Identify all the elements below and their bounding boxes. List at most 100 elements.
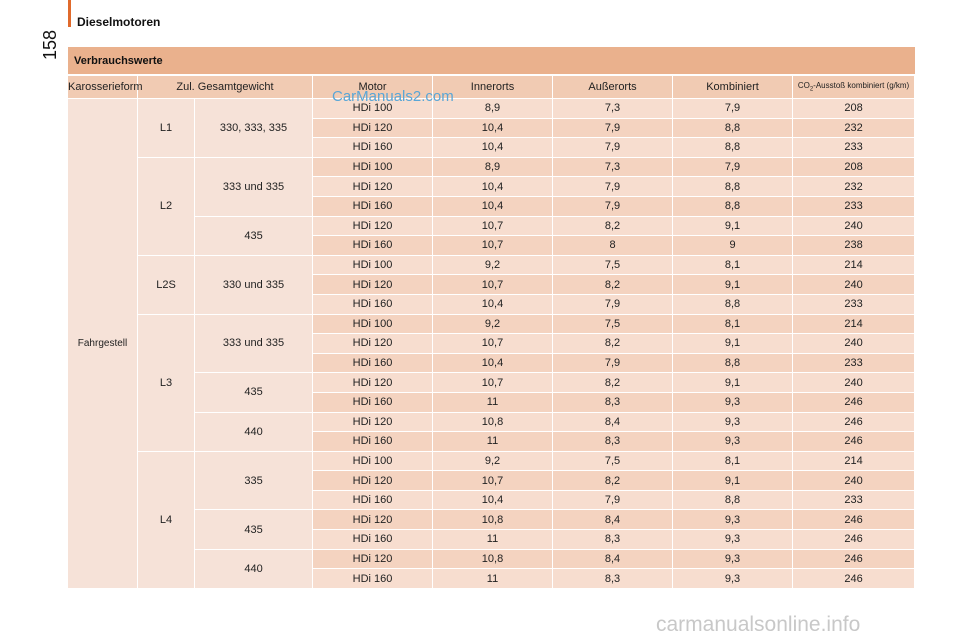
kombiniert-cell: 9,1 (673, 216, 794, 237)
motor-cell: HDi 120 (313, 177, 434, 197)
innerorts-cell: 10,8 (433, 510, 554, 531)
co2-cell: 240 (793, 471, 916, 491)
motor-cell: HDi 160 (313, 196, 434, 217)
co2-cell: 246 (793, 392, 916, 413)
co2-cell: 240 (793, 334, 916, 354)
innerorts-cell: 8,9 (433, 99, 554, 119)
kombiniert-cell: 8,8 (673, 490, 794, 511)
innerorts-cell: 10,4 (433, 294, 554, 315)
kombiniert-cell: 9,3 (673, 392, 794, 413)
innerorts-cell: 10,7 (433, 216, 554, 237)
ausserorts-cell: 7,9 (553, 138, 674, 158)
table-row: HDi 160 10,4 7,9 8,8 233 (68, 138, 916, 158)
motor-cell: HDi 100 (313, 314, 434, 335)
ausserorts-cell: 8,2 (553, 275, 674, 295)
co2-cell: 240 (793, 275, 916, 295)
motor-cell: HDi 120 (313, 412, 434, 433)
weight-cell: 335 (195, 451, 314, 511)
innerorts-cell: 11 (433, 432, 554, 452)
innerorts-cell: 10,7 (433, 334, 554, 354)
kombiniert-cell: 8,1 (673, 451, 794, 472)
table-header-row: Karosserieform Zul. Gesamtgewicht Motor … (68, 76, 916, 99)
weight-cell: 333 und 335 (195, 314, 314, 374)
innerorts-cell: 9,2 (433, 451, 554, 472)
table-row: HDi 160 11 8,3 9,3 246 (68, 530, 916, 550)
co2-cell: 246 (793, 432, 916, 452)
kombiniert-cell: 9,1 (673, 275, 794, 295)
innerorts-cell: 10,7 (433, 236, 554, 256)
kombiniert-cell: 9,3 (673, 530, 794, 550)
co2-cell: 246 (793, 510, 916, 531)
kombiniert-cell: 7,9 (673, 99, 794, 119)
table-row: HDi 120 10,4 7,9 8,8 232 (68, 118, 916, 139)
weight-cell: 435 (195, 216, 314, 256)
weight-cell: 440 (195, 412, 314, 452)
co2-cell: 214 (793, 255, 916, 276)
ausserorts-cell: 8,3 (553, 569, 674, 589)
column-header: Motor (313, 76, 434, 99)
innerorts-cell: 10,8 (433, 412, 554, 433)
innerorts-cell: 11 (433, 530, 554, 550)
innerorts-cell: 10,4 (433, 353, 554, 374)
length-cell: L2 (138, 157, 195, 256)
motor-cell: HDi 100 (313, 157, 434, 178)
kombiniert-cell: 8,8 (673, 294, 794, 315)
co2-cell: 233 (793, 490, 916, 511)
length-cell: L4 (138, 451, 195, 589)
table-row: 435 HDi 120 10,8 8,4 9,3 246 (68, 510, 916, 550)
table-row: 440 HDi 120 10,8 8,4 9,3 246 (68, 549, 916, 589)
footer-watermark-text: carmanualsonline.info (656, 613, 861, 636)
table-row: HDi 160 11 8,3 9,3 246 (68, 432, 916, 452)
table-row: HDi 160 11 8,3 9,3 246 (68, 569, 916, 589)
motor-cell: HDi 120 (313, 373, 434, 393)
table-row: 440 HDi 120 10,8 8,4 9,3 246 (68, 412, 916, 452)
table-row: L2 333 und 335 HDi 100 8,9 7,3 7,9 208 (68, 157, 916, 256)
kombiniert-cell: 9,3 (673, 569, 794, 589)
motor-cell: HDi 120 (313, 549, 434, 570)
co2-cell: 240 (793, 373, 916, 393)
kombiniert-cell: 9,1 (673, 471, 794, 491)
ausserorts-cell: 8,2 (553, 334, 674, 354)
innerorts-cell: 8,9 (433, 157, 554, 178)
motor-cell: HDi 160 (313, 138, 434, 158)
innerorts-cell: 9,2 (433, 314, 554, 335)
kombiniert-cell: 8,8 (673, 138, 794, 158)
motor-cell: HDi 160 (313, 392, 434, 413)
table-row: HDi 160 10,4 7,9 8,8 233 (68, 196, 916, 217)
table-row: HDi 120 10,7 8,2 9,1 240 (68, 334, 916, 354)
co2-cell: 208 (793, 99, 916, 119)
ausserorts-cell: 7,9 (553, 177, 674, 197)
co2-cell: 214 (793, 451, 916, 472)
kombiniert-cell: 8,8 (673, 196, 794, 217)
innerorts-cell: 10,7 (433, 275, 554, 295)
motor-cell: HDi 100 (313, 99, 434, 119)
ausserorts-cell: 7,9 (553, 294, 674, 315)
ausserorts-cell: 8,2 (553, 373, 674, 393)
motor-cell: HDi 120 (313, 275, 434, 295)
co2-cell: 246 (793, 569, 916, 589)
ausserorts-cell: 7,3 (553, 157, 674, 178)
co2-cell: 233 (793, 294, 916, 315)
innerorts-cell: 10,7 (433, 373, 554, 393)
kombiniert-cell: 8,8 (673, 118, 794, 139)
kombiniert-cell: 9,1 (673, 334, 794, 354)
ausserorts-cell: 7,9 (553, 118, 674, 139)
table-row: L2S 330 und 335 HDi 100 9,2 7,5 8,1 214 (68, 255, 916, 315)
co2-cell: 246 (793, 549, 916, 570)
kombiniert-cell: 8,8 (673, 353, 794, 374)
kombiniert-cell: 9,3 (673, 549, 794, 570)
weight-cell: 435 (195, 510, 314, 550)
co2-cell: 240 (793, 216, 916, 237)
motor-cell: HDi 160 (313, 294, 434, 315)
ausserorts-cell: 7,3 (553, 99, 674, 119)
ausserorts-cell: 8,3 (553, 432, 674, 452)
table-row: HDi 120 10,7 8,2 9,1 240 (68, 275, 916, 295)
section-header-band: Verbrauchswerte (68, 47, 915, 74)
table-row: HDi 160 10,4 7,9 8,8 233 (68, 294, 916, 315)
kombiniert-cell: 9 (673, 236, 794, 256)
innerorts-cell: 9,2 (433, 255, 554, 276)
column-header: Außerorts (553, 76, 674, 99)
innerorts-cell: 10,4 (433, 196, 554, 217)
co2-cell: 233 (793, 138, 916, 158)
co2-cell: 208 (793, 157, 916, 178)
